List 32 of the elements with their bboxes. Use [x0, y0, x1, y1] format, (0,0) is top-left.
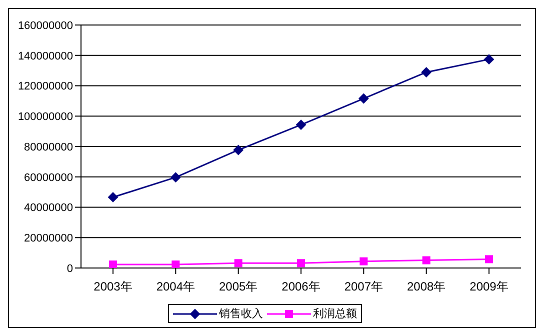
legend-label: 销售收入	[219, 307, 263, 321]
point	[297, 259, 305, 268]
y-tick-label: 140000000	[18, 50, 73, 62]
point	[234, 259, 242, 268]
y-tick-label: 20000000	[24, 232, 73, 245]
x-tick-label: 2009年	[470, 280, 508, 294]
point	[358, 94, 369, 104]
x-tick-label: 2005年	[218, 280, 258, 294]
x-tick-label: 2007年	[344, 280, 384, 294]
point	[360, 257, 368, 266]
x-tick-label: 2003年	[94, 280, 132, 294]
point	[485, 255, 493, 264]
point	[422, 256, 430, 264]
y-tick-label: 160000000	[18, 20, 73, 32]
y-tick-label: 60000000	[24, 172, 73, 184]
point	[170, 172, 181, 182]
point	[108, 192, 118, 202]
point	[109, 260, 117, 268]
legend-label: 利润总额	[313, 306, 357, 321]
y-tick-label: 40000000	[24, 202, 73, 214]
y-tick-label: 0	[66, 262, 73, 275]
point	[421, 67, 432, 78]
point	[484, 54, 494, 64]
point	[172, 260, 180, 268]
point	[296, 120, 306, 130]
y-tick-label: 100000000	[18, 111, 73, 124]
x-tick-label: 2008年	[406, 280, 446, 294]
x-tick-label: 2004年	[156, 280, 196, 294]
y-tick-label: 80000000	[24, 141, 73, 154]
point	[233, 144, 244, 155]
x-tick-label: 2006年	[282, 280, 320, 294]
y-tick-label: 120000000	[18, 80, 73, 93]
